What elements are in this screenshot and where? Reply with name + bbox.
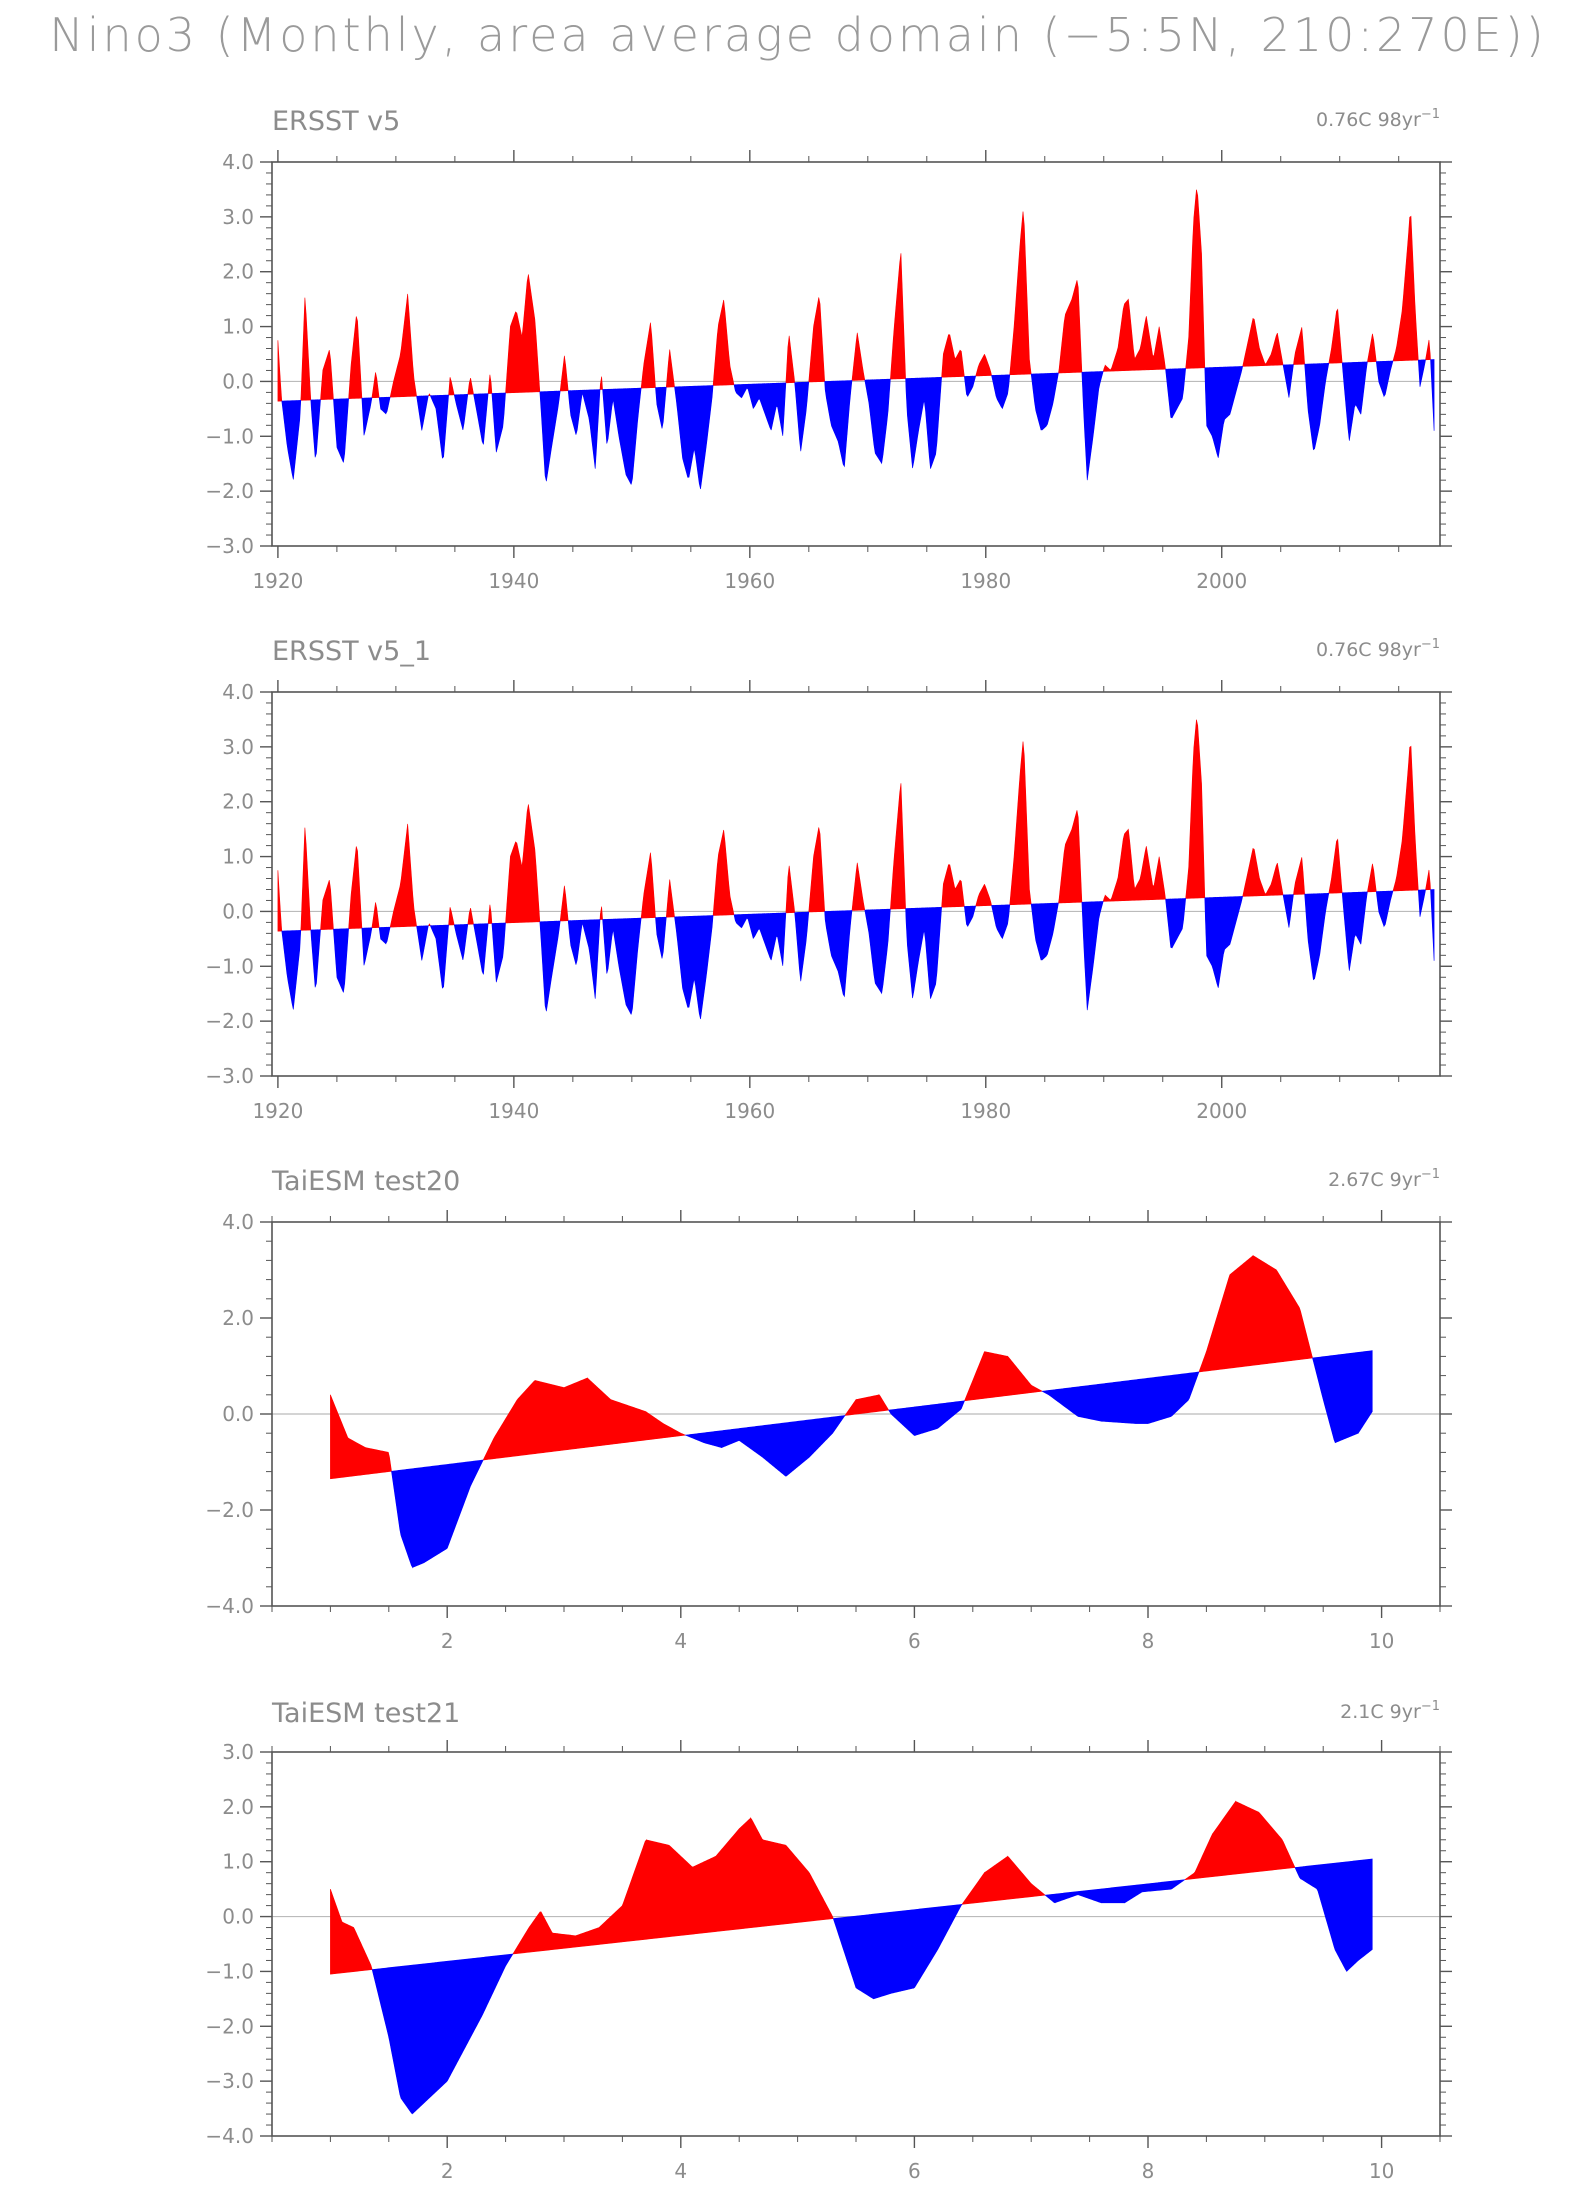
negative-anomaly-area — [391, 1350, 1373, 1569]
trend-value: 2.1C 9yr — [1340, 1701, 1421, 1723]
trend-exponent: −1 — [1421, 1167, 1440, 1182]
panel-ersst-v5-1: ERSST v5_1 0.76C 98yr−1 −3.0 −2.0 −1.0 0.0 1… — [205, 636, 1452, 1123]
y-tick-label: −3.0 — [205, 534, 254, 558]
plot-area — [272, 1800, 1440, 2115]
trend-exponent: −1 — [1421, 1699, 1440, 1714]
y-tick-label: 2.0 — [222, 1306, 254, 1330]
y-tick-label: 4.0 — [222, 1210, 254, 1234]
y-tick-label: 2.0 — [222, 1795, 254, 1819]
y-tick-label: 1.0 — [222, 845, 254, 869]
x-tick-label: 2000 — [1196, 1099, 1247, 1123]
y-tick-label: −3.0 — [205, 1064, 254, 1088]
positive-anomaly-area — [277, 719, 1431, 932]
negative-anomaly-area — [281, 359, 1435, 490]
y-tick-label: 2.0 — [222, 790, 254, 814]
y-tick-label: 0.0 — [222, 1905, 254, 1929]
x-tick-label: 1920 — [252, 569, 303, 593]
y-tick-label: −1.0 — [205, 1959, 254, 1983]
x-tick-label: 6 — [908, 2159, 921, 2183]
x-tick-label: 1920 — [252, 1099, 303, 1123]
x-tick-label: 1940 — [488, 569, 539, 593]
plot-frame — [271, 691, 1441, 1077]
plot-area — [272, 719, 1440, 1020]
x-tick-label: 8 — [1142, 2159, 1155, 2183]
x-tick-label: 1980 — [960, 1099, 1011, 1123]
x-tick-label: 2 — [441, 1629, 454, 1653]
y-tick-label: −1.0 — [205, 954, 254, 978]
panel-title: ERSST v5 — [272, 106, 400, 137]
x-tick-label: 10 — [1369, 2159, 1394, 2183]
trend-value: 0.76C 98yr — [1316, 639, 1421, 661]
x-tick-label: 10 — [1369, 1629, 1394, 1653]
panel-trend-label: 0.76C 98yr−1 — [1316, 107, 1440, 131]
y-tick-label: 3.0 — [222, 1740, 254, 1764]
panel-trend-label: 0.76C 98yr−1 — [1316, 637, 1440, 661]
panel-ersst-v5: ERSST v5 0.76C 98yr−1 −3.0 −2.0 −1.0 0.0 1.0… — [205, 106, 1452, 593]
y-tick-label: 0.0 — [222, 899, 254, 923]
trend-value: 0.76C 98yr — [1316, 109, 1421, 131]
plot-area — [272, 1255, 1440, 1569]
x-tick-label: 8 — [1142, 1629, 1155, 1653]
y-tick-label: −2.0 — [205, 2014, 254, 2038]
negative-anomaly-area — [281, 889, 1435, 1020]
y-tick-label: −4.0 — [205, 2124, 254, 2148]
y-tick-label: −1.0 — [205, 424, 254, 448]
positive-anomaly-area — [330, 1255, 1313, 1480]
trend-exponent: −1 — [1421, 107, 1440, 122]
plot-frame — [271, 161, 1441, 547]
x-tick-label: 2000 — [1196, 569, 1247, 593]
panel-trend-label: 2.67C 9yr−1 — [1328, 1167, 1440, 1191]
y-tick-label: 1.0 — [222, 1850, 254, 1874]
x-tick-label: 1960 — [724, 1099, 775, 1123]
figure-title: Nino3 (Monthly, area average domain (−5:… — [49, 8, 1547, 62]
panel-title: TaiESM test20 — [271, 1166, 460, 1197]
y-tick-label: 4.0 — [222, 150, 254, 174]
panel-title: ERSST v5_1 — [272, 636, 431, 667]
trend-value: 2.67C 9yr — [1328, 1169, 1421, 1191]
negative-anomaly-area — [371, 1858, 1373, 2115]
y-tick-label: 3.0 — [222, 735, 254, 759]
y-tick-label: −4.0 — [205, 1594, 254, 1618]
x-tick-label: 1980 — [960, 569, 1011, 593]
y-tick-label: 4.0 — [222, 680, 254, 704]
x-tick-label: 1940 — [488, 1099, 539, 1123]
panel-taiesm-test21: TaiESM test21 2.1C 9yr−1 −4.0 −3.0 −2.0 −1.… — [205, 1698, 1452, 2183]
y-tick-label: 2.0 — [222, 260, 254, 284]
panel-trend-label: 2.1C 9yr−1 — [1340, 1699, 1440, 1723]
y-tick-label: 3.0 — [222, 205, 254, 229]
y-tick-label: −2.0 — [205, 1009, 254, 1033]
x-tick-label: 6 — [908, 1629, 921, 1653]
y-tick-label: −2.0 — [205, 479, 254, 503]
x-tick-label: 4 — [674, 2159, 687, 2183]
y-tick-label: −3.0 — [205, 2069, 254, 2093]
x-tick-label: 2 — [441, 2159, 454, 2183]
y-tick-label: 0.0 — [222, 369, 254, 393]
x-tick-label: 1960 — [724, 569, 775, 593]
plot-area — [272, 189, 1440, 490]
positive-anomaly-area — [277, 189, 1431, 402]
x-tick-label: 4 — [674, 1629, 687, 1653]
panel-title: TaiESM test21 — [271, 1698, 460, 1729]
y-tick-label: −2.0 — [205, 1498, 254, 1522]
positive-anomaly-area — [330, 1800, 1296, 1975]
panel-taiesm-test20: TaiESM test20 2.67C 9yr−1 −4.0 −2.0 0.0 2.0… — [205, 1166, 1452, 1653]
y-tick-label: 1.0 — [222, 315, 254, 339]
y-tick-label: 0.0 — [222, 1402, 254, 1426]
trend-exponent: −1 — [1421, 637, 1440, 652]
